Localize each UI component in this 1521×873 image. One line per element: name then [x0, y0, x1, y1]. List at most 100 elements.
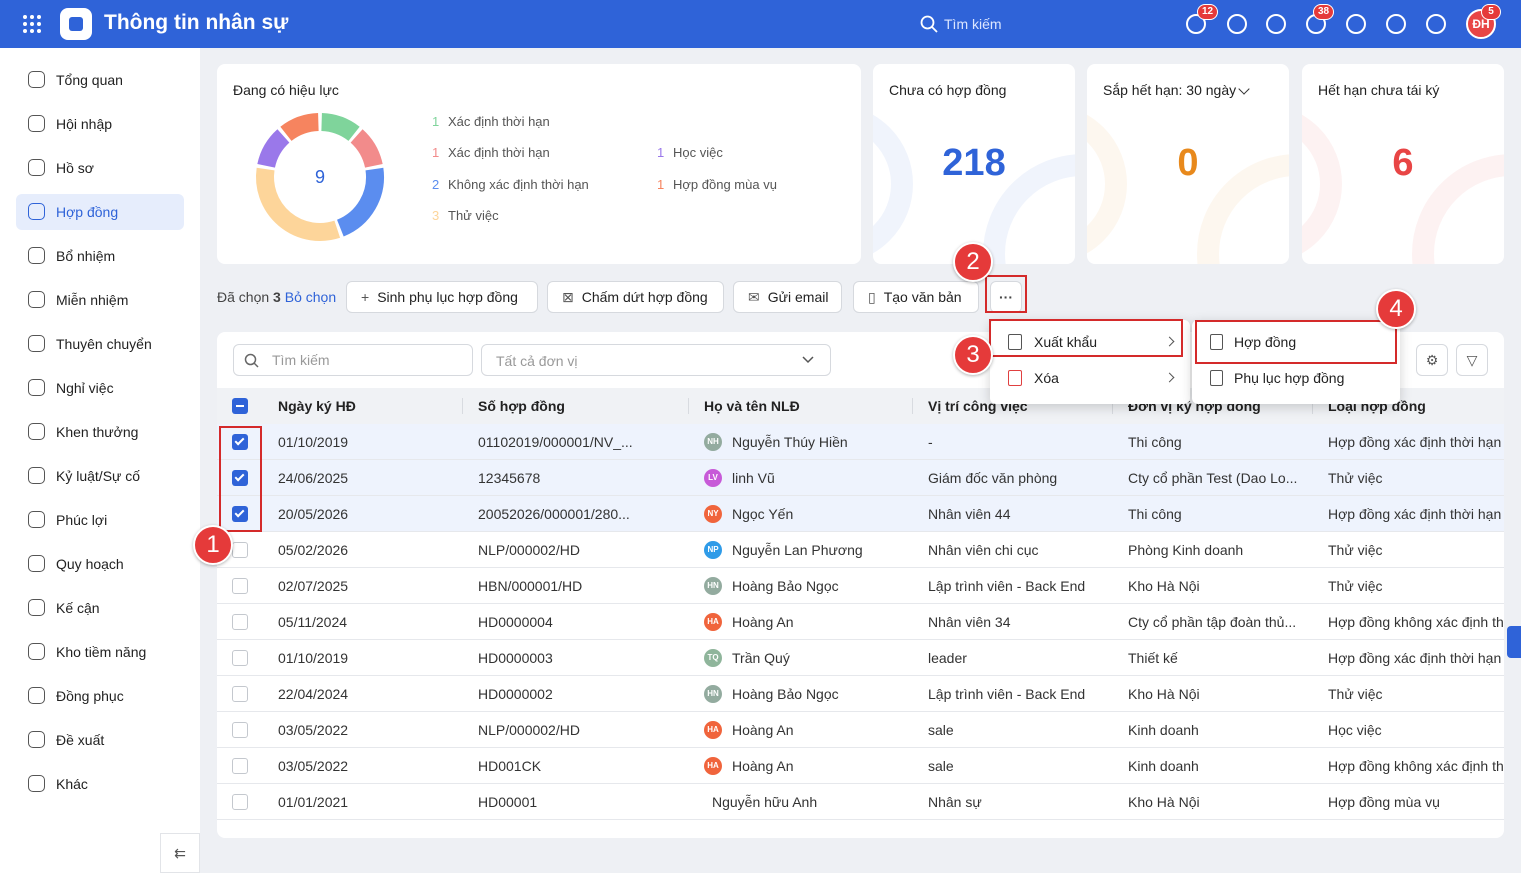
nav-item[interactable]: Đề xuất — [16, 722, 184, 758]
submenu-item[interactable]: Hợp đồng — [1192, 324, 1400, 360]
legend-label: Không xác định thời hạn — [448, 177, 589, 192]
row-checkbox[interactable] — [232, 650, 248, 666]
deselect-link[interactable]: Bỏ chọn — [284, 289, 337, 305]
cell-type: Thử việc — [1328, 686, 1383, 702]
nav-item[interactable]: Phúc lợi — [16, 502, 184, 538]
stat-title: Hết hạn chưa tái ký — [1318, 82, 1440, 98]
stat-card: Chưa có hợp đồng 218 — [873, 64, 1075, 264]
nav-item[interactable]: Kho tiềm năng — [16, 634, 184, 670]
top-search[interactable]: Tìm kiếm — [944, 16, 1002, 32]
summary-title: Đang có hiệu lực — [233, 82, 339, 98]
row-checkbox[interactable] — [232, 434, 248, 450]
nav-icon — [28, 115, 45, 132]
cell-number: 12345678 — [478, 470, 541, 486]
cell-position: Lập trình viên - Back End — [928, 578, 1086, 594]
nav-item[interactable]: Kế cận — [16, 590, 184, 626]
step-marker: 2 — [953, 242, 993, 282]
legend-count: 1 — [657, 145, 665, 160]
nav-item[interactable]: Đồng phục — [16, 678, 184, 714]
highlight-box — [1195, 320, 1397, 364]
nav-item[interactable]: Nghỉ việc — [16, 370, 184, 406]
toolbar-button[interactable]: ✉ Gửi email — [733, 281, 842, 313]
nav-item[interactable]: Hồ sơ — [16, 150, 184, 186]
nav-item[interactable]: Hội nhập — [16, 106, 184, 142]
nav-item[interactable]: Tổng quan — [16, 62, 184, 98]
row-checkbox[interactable] — [232, 470, 248, 486]
toolbar-button[interactable]: + Sinh phụ lục hợp đồng — [346, 281, 538, 313]
cell-number: NLP/000002/HD — [478, 542, 580, 558]
table-row[interactable]: 05/02/2026 NLP/000002/HD NP Nguyễn Lan Phươ… — [217, 532, 1504, 568]
side-handle[interactable] — [1507, 626, 1521, 658]
cell-position: Giám đốc văn phòng — [928, 470, 1058, 486]
table-row[interactable]: 24/06/2025 12345678 LV linh Vũ Giám đốc văn … — [217, 460, 1504, 496]
top-icon[interactable] — [1227, 14, 1247, 34]
row-checkbox[interactable] — [232, 614, 248, 630]
toolbar-button[interactable]: ⊠ Chấm dứt hợp đồng — [547, 281, 724, 313]
table-row[interactable]: 03/05/2022 HD001CK HA Hoàng An sale Kinh doan… — [217, 748, 1504, 784]
cell-date: 05/02/2026 — [278, 542, 349, 558]
cell-number: HD0000003 — [478, 650, 553, 666]
search-box[interactable]: Tìm kiếm — [233, 344, 473, 376]
table-row[interactable]: 02/07/2025 HBN/000001/HD HN Hoàng Bảo Ngọc L… — [217, 568, 1504, 604]
top-bar: Thông tin nhân sự Tìm kiếm ĐH 12 38 5 — [0, 0, 1521, 48]
nav-item[interactable]: Quy hoạch — [16, 546, 184, 582]
row-checkbox[interactable] — [232, 506, 248, 522]
toolbar-button[interactable]: ▯ Tạo văn bản — [853, 281, 979, 313]
menu-item[interactable]: Xóa — [990, 360, 1190, 396]
menu-item[interactable]: Xuất khẩu — [990, 324, 1190, 360]
avatar: LV — [704, 469, 722, 487]
top-icon[interactable] — [1186, 14, 1206, 34]
legend-count: 1 — [432, 145, 440, 160]
filter-button[interactable]: ▽ — [1456, 344, 1488, 376]
nav-item[interactable]: Khác — [16, 766, 184, 802]
apps-icon[interactable] — [22, 14, 42, 34]
table-row[interactable]: 22/04/2024 HD0000002 HN Hoàng Bảo Ngọc Lập t… — [217, 676, 1504, 712]
highlight-box — [989, 319, 1183, 357]
nav-icon — [28, 423, 45, 440]
nav-item[interactable]: Miễn nhiệm — [16, 282, 184, 318]
header-checkbox[interactable] — [232, 398, 248, 414]
more-button[interactable]: ··· — [990, 281, 1022, 313]
settings-button[interactable]: ⚙ — [1416, 344, 1448, 376]
row-checkbox[interactable] — [232, 758, 248, 774]
unit-select[interactable]: Tất cả đơn vị — [481, 344, 831, 376]
avatar: TQ — [704, 649, 722, 667]
top-icon[interactable] — [1426, 14, 1446, 34]
nav-item[interactable]: Khen thưởng — [16, 414, 184, 450]
highlight-box — [219, 426, 262, 532]
avatar: HN — [704, 685, 722, 703]
top-icon[interactable] — [1346, 14, 1366, 34]
legend-count: 1 — [432, 114, 440, 129]
nav-item[interactable]: Bổ nhiệm — [16, 238, 184, 274]
table-row[interactable]: 01/01/2021 HD00001 Nguyễn hữu Anh Nhân sự Kh… — [217, 784, 1504, 820]
row-checkbox[interactable] — [232, 722, 248, 738]
table-row[interactable]: 05/11/2024 HD0000004 HA Hoàng An Nhân viên 3… — [217, 604, 1504, 640]
cell-unit: Cty cổ phần Test (Dao Lo... — [1128, 470, 1298, 486]
step-marker: 3 — [953, 335, 993, 375]
table-row[interactable]: 03/05/2022 NLP/000002/HD HA Hoàng An sale Kin… — [217, 712, 1504, 748]
cell-type: Thử việc — [1328, 470, 1383, 486]
menu-icon — [1008, 370, 1022, 386]
nav-item[interactable]: Hợp đồng — [16, 194, 184, 230]
stat-card: Hết hạn chưa tái ký 6 — [1302, 64, 1504, 264]
row-checkbox[interactable] — [232, 686, 248, 702]
table-row[interactable]: 01/10/2019 HD0000003 TQ Trần Quý leader Thiết… — [217, 640, 1504, 676]
cell-name: Hoàng An — [732, 722, 794, 738]
step-marker: 4 — [1376, 289, 1416, 329]
cell-date: 02/07/2025 — [278, 578, 349, 594]
row-checkbox[interactable] — [232, 794, 248, 810]
cell-position: Lập trình viên - Back End — [928, 686, 1086, 702]
table-row[interactable]: 01/10/2019 01102019/000001/NV_... NH Nguyễn… — [217, 424, 1504, 460]
nav-item[interactable]: Kỷ luật/Sự cố — [16, 458, 184, 494]
cell-date: 01/10/2019 — [278, 650, 349, 666]
cell-number: 20052026/000001/280... — [478, 506, 630, 522]
top-icon[interactable] — [1386, 14, 1406, 34]
button-icon: ▯ — [868, 288, 876, 305]
row-checkbox[interactable] — [232, 578, 248, 594]
nav-item[interactable]: Thuyên chuyển — [16, 326, 184, 362]
submenu-item[interactable]: Phụ lục hợp đồng — [1192, 360, 1400, 396]
top-icon[interactable] — [1266, 14, 1286, 34]
row-checkbox[interactable] — [232, 542, 248, 558]
table-row[interactable]: 20/05/2026 20052026/000001/280... NY Ngọc Y… — [217, 496, 1504, 532]
collapse-button[interactable]: ⇇ — [160, 833, 200, 873]
